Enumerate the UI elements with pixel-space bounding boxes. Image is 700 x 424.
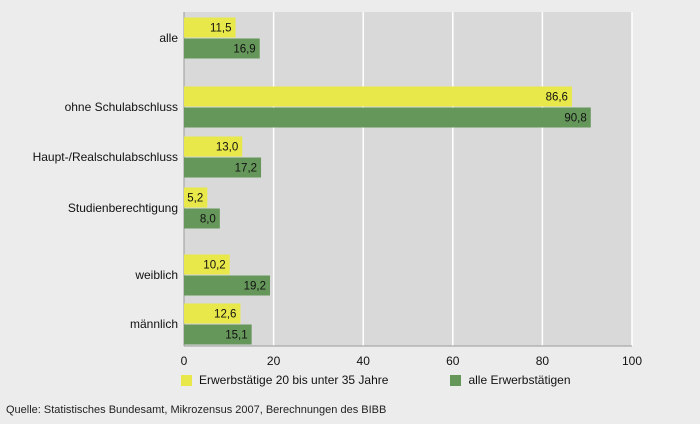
category-label-3: Studienberechtigung: [68, 201, 178, 215]
bar-series-2-cat-4: [184, 275, 271, 296]
data-label-series-1-cat-2: 13,0: [216, 142, 238, 154]
x-tick-label-0: 0: [181, 354, 188, 368]
bar-series-2-cat-5: [184, 324, 252, 345]
legend-item-series-2: alle Erwerbstätigen: [450, 373, 571, 387]
x-tick-label-4: 80: [536, 354, 550, 368]
category-label-5: männlich: [130, 317, 178, 331]
category-label-4: weiblich: [134, 268, 178, 282]
data-label-series-1-cat-5: 12,6: [214, 309, 236, 321]
data-label-series-2-cat-5: 15,1: [225, 330, 247, 342]
bar-series-2-cat-3: [184, 208, 220, 229]
category-label-2: Haupt-/Realschulabschluss: [33, 150, 178, 164]
bar-series-2-cat-0: [184, 38, 260, 59]
data-label-series-2-cat-4: 19,2: [244, 281, 266, 293]
bar-series-1-cat-2: [184, 136, 243, 157]
legend-label-series-2: alle Erwerbstätigen: [468, 373, 571, 387]
bar-series-1-cat-0: [184, 17, 236, 38]
data-label-series-2-cat-3: 8,0: [200, 214, 216, 226]
legend-swatch-series-1: [181, 374, 192, 386]
bar-series-2-cat-1: [184, 107, 591, 128]
data-label-series-2-cat-2: 17,2: [235, 163, 257, 175]
bar-series-1-cat-1: [184, 86, 572, 107]
legend-swatch-series-2: [450, 374, 462, 386]
x-tick-label-2: 40: [357, 354, 371, 368]
data-label-series-1-cat-4: 10,2: [203, 260, 225, 272]
x-tick-label-3: 60: [446, 354, 460, 368]
bar-series-1-cat-3: [184, 187, 208, 208]
bar-series-1-cat-5: [184, 303, 241, 324]
legend-label-series-1: Erwerbstätige 20 bis unter 35 Jahre: [199, 373, 389, 387]
category-label-1: ohne Schulabschluss: [65, 100, 178, 114]
legend: Erwerbstätige 20 bis unter 35 Jahre alle…: [181, 373, 571, 387]
bar-series-1-cat-4: [184, 254, 230, 275]
category-label-0: alle: [159, 31, 178, 45]
bar-series-2-cat-2: [184, 157, 262, 178]
data-label-series-1-cat-3: 5,2: [187, 193, 203, 205]
data-label-series-1-cat-1: 86,6: [546, 92, 568, 104]
x-tick-label-5: 100: [622, 354, 642, 368]
source-note: Quelle: Statistisches Bundesamt, Mikroze…: [6, 404, 387, 416]
legend-item-series-1: Erwerbstätige 20 bis unter 35 Jahre: [181, 373, 388, 387]
plot-background: [184, 12, 632, 346]
data-label-series-2-cat-1: 90,8: [564, 113, 586, 125]
x-tick-label-1: 20: [267, 354, 281, 368]
data-label-series-2-cat-0: 16,9: [233, 44, 255, 56]
data-label-series-1-cat-0: 11,5: [210, 23, 232, 35]
